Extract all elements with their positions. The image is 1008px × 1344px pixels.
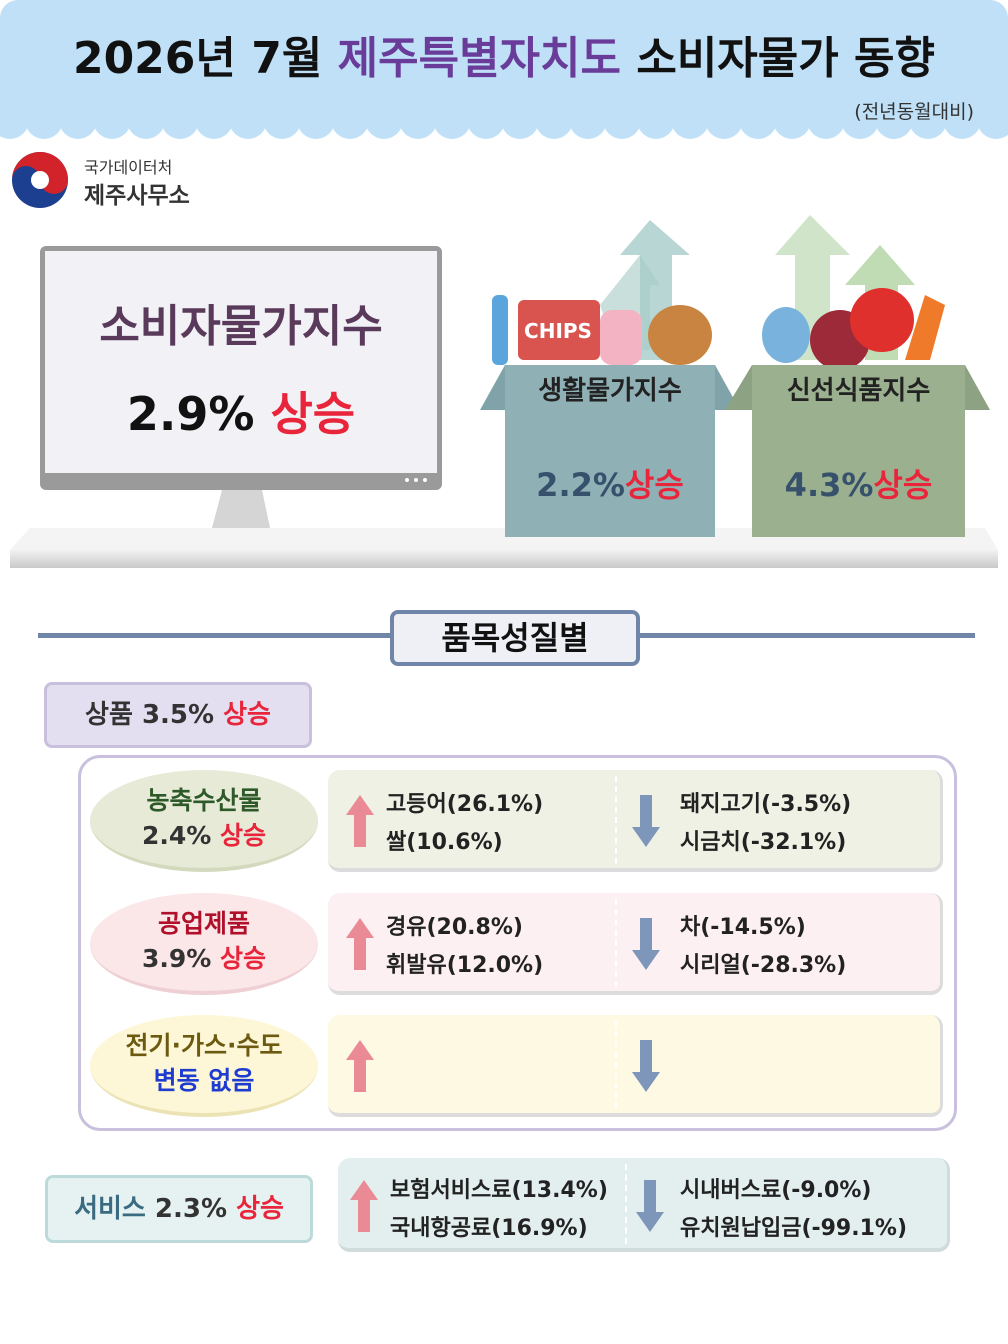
headline-value: 2.9% 상승 [45, 378, 437, 444]
logo-mark [12, 152, 68, 208]
group-panel: 고등어(26.1%) 쌀(10.6%) 돼지고기(-3.5%) 시금치(-32.1%) [328, 770, 943, 872]
group-rate: 2.4% [141, 821, 212, 850]
increase-item: 쌀(10.6%) [386, 830, 503, 855]
group-pill: 농축수산물 2.4% 상승 [90, 770, 318, 872]
sub-index-label: 생활물가지수 [538, 376, 682, 406]
sub-index-label: 신선식품지수 [786, 376, 931, 406]
subtitle: (전년동월대비) [854, 101, 974, 123]
divider [615, 776, 617, 864]
increase-item: 경유(20.8%) [386, 915, 523, 940]
sub-index-rate: 4.3% [784, 466, 874, 504]
divider [625, 1164, 627, 1244]
group-label: 전기·가스·수도 [125, 1031, 283, 1060]
up-arrow [346, 1040, 374, 1092]
headline-rate: 2.9% [126, 387, 255, 441]
group-panel: 경유(20.8%) 휘발유(12.0%) 차(-14.5%) 시리얼(-28.3%) [328, 893, 943, 995]
group-panel [328, 1015, 943, 1117]
title-year: 2026년 7월 [72, 33, 323, 84]
group-value: 변동 없음 [90, 1063, 318, 1099]
group-label: 농축수산물 [146, 786, 262, 815]
down-arrow [632, 918, 660, 970]
decrease-item: 시금치(-32.1%) [680, 830, 847, 855]
decrease-item: 차(-14.5%) [680, 915, 806, 940]
goods-summary: 상품 3.5% 상승 [44, 682, 312, 748]
increase-item: 휘발유(12.0%) [386, 953, 544, 978]
title-region: 제주특별자치도 [337, 33, 622, 84]
down-arrow [636, 1180, 664, 1232]
increase-item: 보험서비스료(13.4%) [390, 1178, 608, 1203]
title-topic: 소비자물가 동향 [636, 33, 936, 84]
sub-index-value: 2.2%상승 [505, 460, 715, 506]
sub-index-direction: 상승 [624, 466, 684, 504]
group-pill: 공업제품 3.9% 상승 [90, 893, 318, 995]
headline-label: 소비자물가지수 [99, 301, 383, 352]
increase-item: 국내항공료(16.9%) [390, 1216, 588, 1241]
goods-frame [78, 755, 957, 1131]
services-summary: 서비스 2.3% 상승 [45, 1175, 313, 1243]
group-value: 2.4% 상승 [90, 818, 318, 854]
title: 2026년 7월 제주특별자치도 소비자물가 동향 [0, 22, 1008, 86]
header-background [0, 0, 1008, 139]
sub-index-direction: 상승 [873, 466, 933, 504]
logo-office: 제주사무소 [84, 183, 190, 209]
group-value: 3.9% 상승 [90, 941, 318, 977]
services-label: 서비스 [74, 1194, 146, 1224]
group-direction: 상승 [220, 944, 267, 973]
goods-rate: 3.5% [141, 700, 215, 730]
svg-text:CHIPS: CHIPS [524, 319, 592, 343]
group-label: 공업제품 [157, 909, 250, 938]
decrease-item: 돼지고기(-3.5%) [680, 792, 852, 817]
increase-item: 고등어(26.1%) [386, 792, 544, 817]
goods-label: 상품 [85, 700, 133, 730]
decrease-item: 유치원납입금(-99.1%) [680, 1216, 908, 1241]
headline-direction: 상승 [270, 387, 356, 441]
down-arrow [632, 795, 660, 847]
logo-agency: 국가데이터처 [84, 158, 173, 177]
services-direction: 상승 [236, 1194, 284, 1224]
decrease-item: 시리얼(-28.3%) [680, 953, 847, 978]
services-panel: 보험서비스료(13.4%) 국내항공료(16.9%) 시내버스료(-9.0%) 유치원… [338, 1158, 950, 1252]
up-arrow [346, 918, 374, 970]
section-title: 품목성질별 [390, 610, 640, 666]
decrease-item: 시내버스료(-9.0%) [680, 1178, 872, 1203]
sub-index-value: 4.3%상승 [752, 460, 965, 506]
group-rate: 3.9% [141, 944, 212, 973]
group-status: 변동 없음 [153, 1066, 255, 1095]
down-arrow [632, 1040, 660, 1092]
up-arrow [350, 1180, 378, 1232]
sub-index-rate: 2.2% [536, 466, 625, 504]
up-arrow [346, 795, 374, 847]
divider [615, 899, 617, 987]
group-direction: 상승 [220, 821, 267, 850]
illustration: CHIPS [10, 215, 998, 568]
services-rate: 2.3% [154, 1194, 228, 1224]
divider [615, 1021, 617, 1109]
goods-direction: 상승 [223, 700, 271, 730]
